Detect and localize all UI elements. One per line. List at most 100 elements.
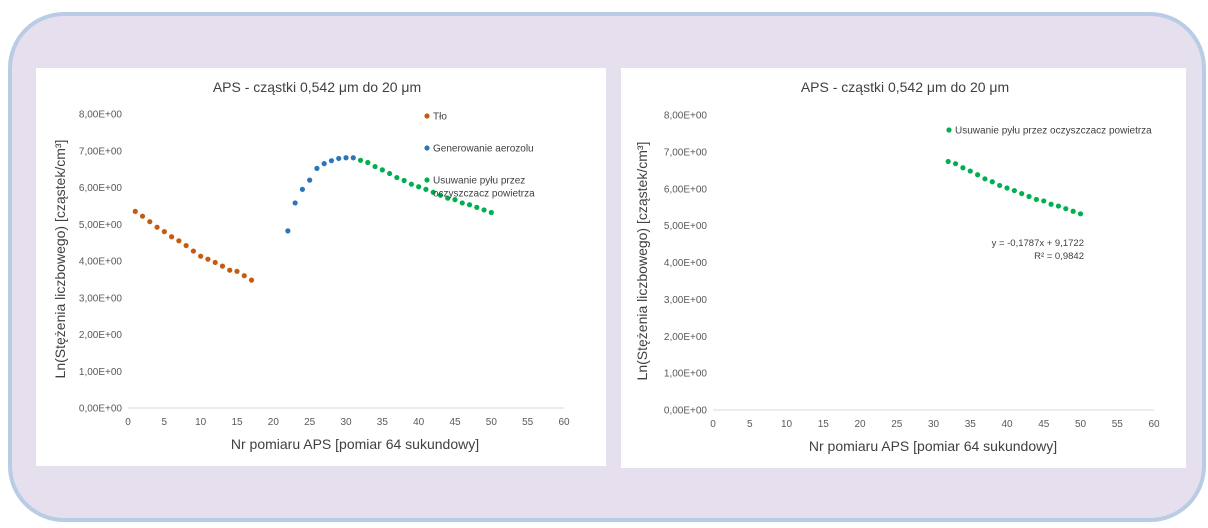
x-tick-label: 0	[710, 419, 716, 430]
chart-right-svg: APS - cząstki 0,542 μm do 20 μm 0,00E+00…	[634, 79, 1160, 454]
y-tick-label: 3,00E+00	[79, 293, 123, 304]
data-point	[416, 184, 422, 190]
data-point	[169, 234, 175, 240]
data-point	[154, 224, 160, 230]
data-point	[1033, 196, 1039, 203]
x-tick-label: 10	[781, 419, 793, 430]
data-point	[474, 204, 480, 210]
x-tick-label: 50	[1075, 419, 1087, 430]
y-tick-label: 6,00E+00	[664, 184, 708, 195]
data-point	[408, 181, 414, 187]
y-tick-label: 6,00E+00	[79, 183, 123, 194]
x-tick-label: 40	[413, 417, 425, 428]
x-tick-label: 5	[162, 417, 168, 428]
data-point	[307, 177, 313, 183]
data-point	[227, 267, 233, 273]
data-point	[430, 189, 436, 195]
data-point	[357, 157, 364, 163]
data-point	[401, 177, 407, 184]
x-tick-label: 35	[965, 419, 977, 430]
data-point	[372, 163, 378, 170]
x-axis-title: Nr pomiaru APS [pomiar 64 sukundowy]	[231, 436, 479, 452]
y-tick-label: 7,00E+00	[664, 147, 708, 158]
legend-marker	[946, 127, 952, 133]
data-point	[459, 200, 465, 206]
x-tick-label: 15	[818, 419, 830, 430]
data-point	[314, 165, 320, 171]
chart-panel-right: APS - cząstki 0,542 μm do 20 μm 0,00E+00…	[621, 68, 1186, 468]
data-point	[488, 209, 494, 216]
data-point	[350, 155, 356, 161]
data-point	[365, 159, 371, 166]
legend-label: Generowanie aerozolu	[433, 144, 534, 155]
x-tick-label: 25	[891, 419, 903, 430]
data-point	[1019, 190, 1025, 197]
data-point	[379, 167, 385, 173]
data-point	[997, 182, 1003, 189]
data-point	[466, 202, 473, 208]
data-point	[1041, 198, 1047, 204]
x-tick-label: 60	[1148, 419, 1160, 430]
y-tick-label: 5,00E+00	[79, 220, 123, 231]
data-point	[1026, 193, 1032, 200]
data-point	[343, 155, 349, 161]
data-point	[952, 161, 959, 167]
data-point	[161, 229, 167, 235]
data-point	[292, 200, 298, 206]
chart-left-svg: APS - cząstki 0,542 μm do 20 μm 0,00E+00…	[52, 79, 570, 452]
x-tick-label: 20	[854, 419, 866, 430]
y-tick-label: 4,00E+00	[79, 257, 123, 268]
x-tick-label: 0	[125, 417, 131, 428]
data-point	[336, 155, 342, 162]
data-point	[1070, 208, 1076, 214]
chart-title: APS - cząstki 0,542 μm do 20 μm	[801, 79, 1009, 95]
x-axis-title: Nr pomiaru APS [pomiar 64 sukundowy]	[809, 438, 1057, 454]
x-tick-label: 15	[231, 417, 243, 428]
data-point	[394, 174, 400, 181]
data-point	[481, 207, 487, 213]
legend-label: Tło	[433, 112, 447, 123]
y-tick-label: 2,00E+00	[79, 330, 123, 341]
legend-marker	[424, 177, 430, 183]
x-tick-label: 5	[747, 419, 753, 430]
data-point	[212, 259, 218, 266]
y-tick-label: 7,00E+00	[79, 146, 123, 157]
y-tick-label: 0,00E+00	[664, 406, 708, 417]
data-point	[960, 165, 966, 171]
x-tick-label: 20	[268, 417, 280, 428]
data-point	[1048, 201, 1054, 207]
x-tick-label: 30	[340, 417, 352, 428]
y-tick-label: 0,00E+00	[79, 404, 123, 415]
y-tick-label: 8,00E+00	[664, 111, 708, 122]
x-tick-label: 30	[928, 419, 940, 430]
legend-label: Usuwanie pyłu przez oczyszczacz powietrza	[433, 176, 535, 200]
x-tick-label: 45	[449, 417, 461, 428]
data-point	[967, 168, 973, 174]
data-point	[190, 248, 196, 254]
x-tick-label: 50	[486, 417, 498, 428]
data-point	[248, 277, 255, 283]
y-tick-label: 3,00E+00	[664, 295, 708, 306]
data-point	[241, 273, 247, 279]
data-point	[147, 219, 153, 225]
data-point	[452, 197, 458, 203]
legend-marker	[424, 145, 430, 151]
data-point	[176, 238, 182, 244]
data-point	[1077, 211, 1084, 217]
data-point	[139, 213, 146, 219]
y-tick-label: 1,00E+00	[79, 367, 123, 378]
data-point	[982, 176, 988, 182]
data-point	[198, 253, 204, 259]
x-tick-label: 55	[1112, 419, 1124, 430]
data-point	[989, 179, 995, 185]
x-tick-label: 60	[558, 417, 570, 428]
legend-marker	[424, 113, 430, 119]
chart-panel-left: APS - cząstki 0,542 μm do 20 μm 0,00E+00…	[36, 68, 606, 466]
data-point	[437, 192, 444, 198]
data-point	[945, 158, 951, 165]
data-point	[234, 268, 240, 274]
data-point	[975, 172, 981, 178]
data-point	[1063, 206, 1069, 212]
legend-label: Usuwanie pyłu przez oczyszczacz powietrz…	[955, 126, 1152, 137]
trendline-equation: y = -0,1787x + 9,1722	[992, 238, 1084, 249]
